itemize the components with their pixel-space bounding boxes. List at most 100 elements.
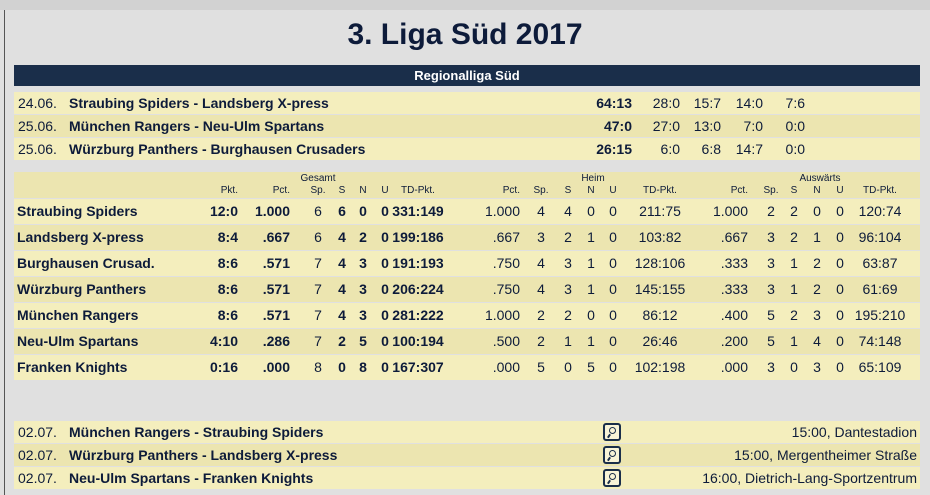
quarter-score: 6:0 <box>660 141 680 157</box>
stat-cell: 8:6 <box>217 281 238 297</box>
team-name[interactable]: Straubing Spiders <box>17 203 138 219</box>
stat-cell: 281:222 <box>392 307 444 323</box>
stat-cell: 1 <box>790 281 798 297</box>
stat-cell: 4 <box>338 229 346 245</box>
stat-cell: 74:148 <box>858 333 902 349</box>
stat-cell: 0 <box>790 359 798 375</box>
section-header: Regionalliga Süd <box>14 65 920 86</box>
column-header: N <box>813 185 821 196</box>
stat-cell: 2 <box>790 203 798 219</box>
stat-cell: 102:198 <box>634 359 686 375</box>
column-header: Sp. <box>310 185 326 196</box>
result-match[interactable]: Straubing Spiders - Landsberg X-press <box>69 95 329 111</box>
column-header: Pct. <box>502 185 520 196</box>
game-info: 15:00, Mergentheimer Straße <box>734 447 917 463</box>
game-date: 02.07. <box>18 470 57 486</box>
stat-cell: 0 <box>587 203 595 219</box>
stat-cell: 0 <box>836 203 844 219</box>
stat-cell: 2 <box>790 307 798 323</box>
stat-cell: 5 <box>767 333 775 349</box>
stat-cell: .333 <box>720 255 748 271</box>
stat-cell: 100:194 <box>392 333 444 349</box>
column-header: Sp. <box>763 185 779 196</box>
stat-cell: 0:16 <box>209 359 238 375</box>
stat-cell: 5 <box>359 333 367 349</box>
stat-cell: 8:6 <box>217 255 238 271</box>
stat-cell: 1 <box>587 333 595 349</box>
result-row: 24.06. Straubing Spiders - Landsberg X-pr… <box>14 92 920 114</box>
team-name[interactable]: Landsberg X-press <box>17 229 144 245</box>
stat-cell: 6 <box>314 229 322 245</box>
stat-cell: 3 <box>767 255 775 271</box>
stat-cell: 1.000 <box>254 203 290 219</box>
stat-cell: 2 <box>813 255 821 271</box>
stat-cell: 1 <box>587 255 595 271</box>
game-match[interactable]: Würzburg Panthers - Landsberg X-press <box>69 447 338 463</box>
column-header: Pkt. <box>220 185 238 196</box>
stat-cell: 7 <box>314 281 322 297</box>
game-match[interactable]: München Rangers - Straubing Spiders <box>69 424 324 440</box>
stat-cell: 5 <box>537 359 545 375</box>
column-header: N <box>359 185 367 196</box>
stat-cell: 1.000 <box>484 203 520 219</box>
team-name[interactable]: Neu-Ulm Spartans <box>17 333 139 349</box>
stat-cell: 3 <box>767 359 775 375</box>
left-border <box>4 10 5 495</box>
stat-cell: 7 <box>314 255 322 271</box>
stat-cell: 86:12 <box>642 307 678 323</box>
upcoming-row: 02.07. Neu-Ulm Spartans - Franken Knights… <box>14 467 920 489</box>
team-name[interactable]: Franken Knights <box>17 359 128 375</box>
stat-cell: 2 <box>564 229 572 245</box>
stat-cell: .667 <box>720 229 748 245</box>
quarter-score: 6:8 <box>701 141 721 157</box>
table-row: München Rangers 8:6.571 7 4 3 0 281:222 1.000 2 2… <box>14 303 920 328</box>
stat-cell: 0 <box>381 359 389 375</box>
column-header: U <box>836 185 844 196</box>
stat-cell: 65:109 <box>858 359 902 375</box>
game-match[interactable]: Neu-Ulm Spartans - Franken Knights <box>69 470 314 486</box>
team-name[interactable]: Würzburg Panthers <box>17 281 147 297</box>
team-name[interactable]: München Rangers <box>17 307 139 323</box>
result-date: 25.06. <box>18 118 57 134</box>
stat-cell: .000 <box>720 359 748 375</box>
stat-cell: 2 <box>564 307 572 323</box>
stat-cell: 2 <box>338 333 346 349</box>
team-name[interactable]: Burghausen Crusad. <box>17 255 155 271</box>
table-row: Landsberg X-press 8:4.667 6 4 2 0 199:186.667 3… <box>14 225 920 250</box>
magnifier-icon[interactable] <box>603 446 621 464</box>
stat-cell: .667 <box>262 229 290 245</box>
table-row: Neu-Ulm Spartans 4:10.286 7 2 5 0 100:194.500 2… <box>14 329 920 354</box>
stat-cell: 0 <box>836 359 844 375</box>
stat-cell: 0 <box>609 229 617 245</box>
quarter-score: 14:7 <box>735 141 763 157</box>
stat-cell: 0 <box>564 359 572 375</box>
magnifier-icon[interactable] <box>603 423 621 441</box>
game-info: 16:00, Dietrich-Lang-Sportzentrum <box>702 470 917 486</box>
stat-cell: 3 <box>564 281 572 297</box>
stat-cell: 0 <box>359 203 367 219</box>
column-header: TD-Pkt. <box>401 185 435 196</box>
result-row: 25.06. München Rangers - Neu-Ulm Spartans… <box>14 115 920 137</box>
stat-cell: 12:0 <box>209 203 238 219</box>
magnifier-icon[interactable] <box>603 469 621 487</box>
column-header: TD-Pkt. <box>863 185 897 196</box>
stat-cell: 0 <box>587 307 595 323</box>
stat-cell: .571 <box>262 307 290 323</box>
stat-cell: 1 <box>587 281 595 297</box>
result-match[interactable]: Würzburg Panthers - Burghausen Crusaders <box>69 141 366 157</box>
result-match[interactable]: München Rangers - Neu-Ulm Spartans <box>69 118 325 134</box>
column-header: S <box>564 185 572 196</box>
column-header: TD-Pkt. <box>643 185 677 196</box>
quarter-score: 27:0 <box>652 118 680 134</box>
game-date: 02.07. <box>18 424 57 440</box>
result-score: 26:15 <box>596 141 632 157</box>
result-date: 25.06. <box>18 141 57 157</box>
stat-cell: 0 <box>609 307 617 323</box>
stat-cell: 331:149 <box>392 203 444 219</box>
stat-cell: 103:82 <box>638 229 682 245</box>
stat-cell: .333 <box>720 281 748 297</box>
stat-cell: 3 <box>359 281 367 297</box>
stat-cell: 1 <box>790 333 798 349</box>
stat-cell: 7 <box>314 307 322 323</box>
stat-cell: 211:75 <box>639 203 681 219</box>
